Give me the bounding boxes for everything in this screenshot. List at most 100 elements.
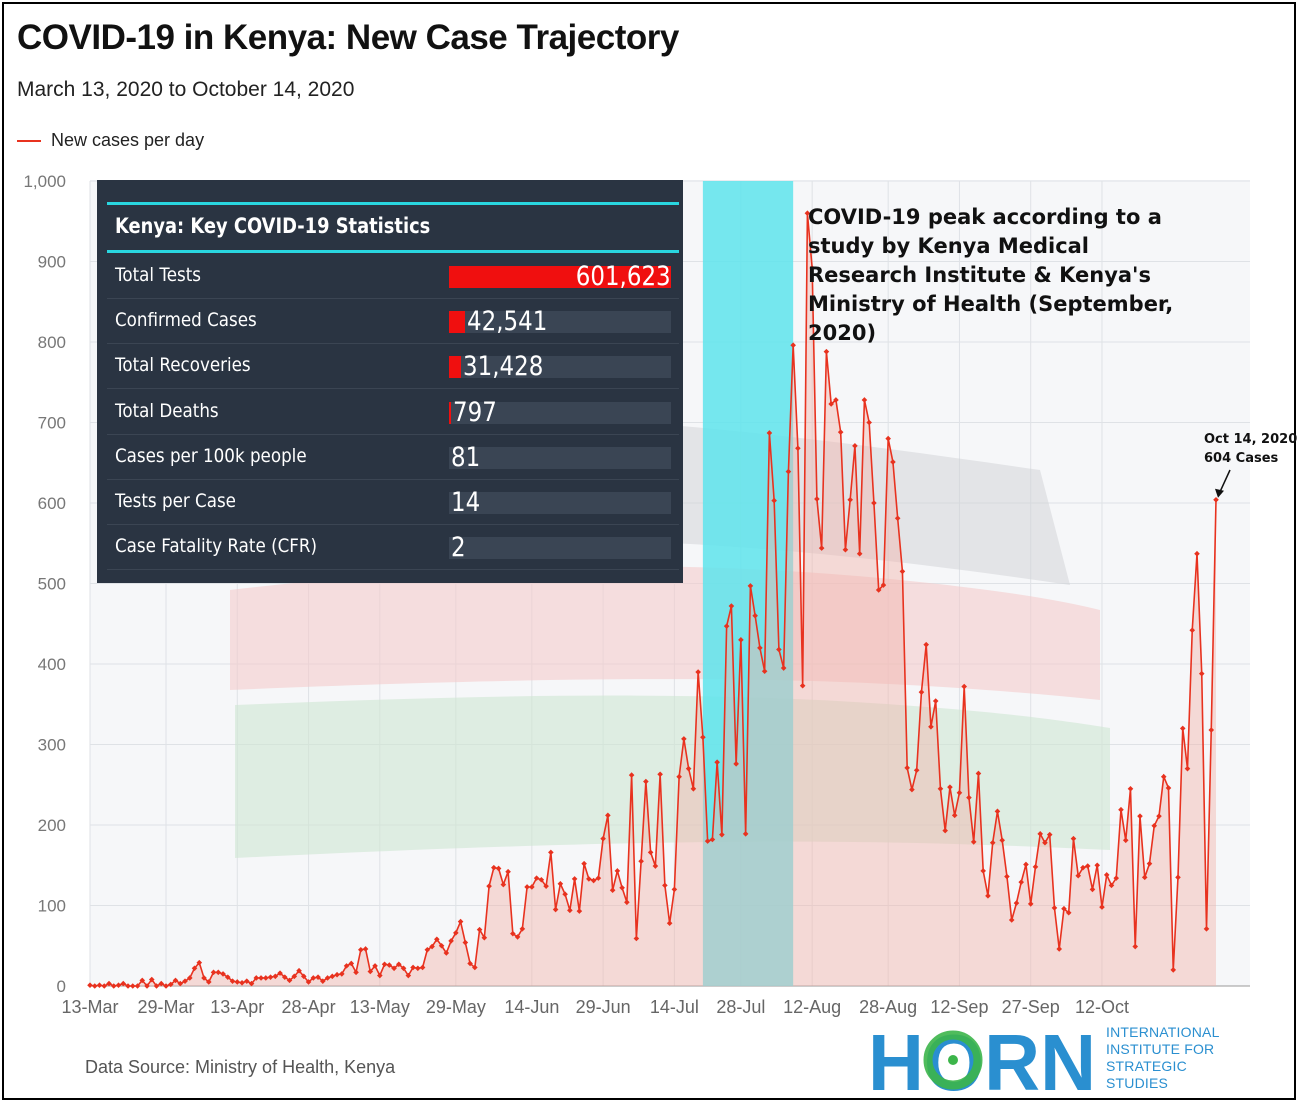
case-point[interactable] — [837, 429, 844, 435]
case-point[interactable] — [989, 839, 996, 846]
case-point[interactable] — [167, 981, 174, 988]
case-point[interactable] — [291, 973, 298, 980]
case-point[interactable] — [1141, 874, 1148, 881]
case-point[interactable] — [234, 979, 241, 985]
case-point[interactable] — [505, 868, 511, 875]
case-point[interactable] — [343, 963, 350, 969]
case-point[interactable] — [833, 397, 839, 403]
case-point[interactable] — [96, 982, 103, 988]
case-point[interactable] — [144, 983, 150, 989]
case-point[interactable] — [272, 973, 279, 980]
case-point[interactable] — [172, 977, 179, 984]
case-point[interactable] — [999, 837, 1006, 844]
case-point[interactable] — [890, 459, 896, 465]
case-point[interactable] — [709, 836, 716, 843]
case-point[interactable] — [400, 965, 407, 972]
case-point[interactable] — [1032, 864, 1039, 870]
case-point[interactable] — [533, 875, 540, 881]
case-point[interactable] — [1156, 813, 1162, 819]
case-point[interactable] — [738, 637, 744, 643]
case-point[interactable] — [947, 784, 953, 790]
case-point[interactable] — [685, 765, 692, 772]
case-point[interactable] — [842, 546, 849, 553]
case-point[interactable] — [866, 419, 872, 426]
case-point[interactable] — [286, 977, 293, 984]
case-point[interactable] — [424, 946, 431, 953]
case-point[interactable] — [258, 975, 264, 981]
case-point[interactable] — [799, 682, 806, 689]
case-point[interactable] — [277, 970, 283, 976]
case-point[interactable] — [671, 886, 678, 893]
case-point[interactable] — [643, 778, 649, 785]
case-point[interactable] — [1070, 835, 1077, 842]
case-point[interactable] — [386, 962, 393, 968]
case-point[interactable] — [177, 980, 184, 987]
case-point[interactable] — [1075, 872, 1082, 879]
case-point[interactable] — [961, 683, 967, 690]
case-point[interactable] — [790, 342, 796, 349]
case-point[interactable] — [752, 612, 758, 619]
case-point[interactable] — [229, 978, 236, 984]
case-point[interactable] — [956, 790, 963, 796]
case-point[interactable] — [106, 980, 112, 987]
case-point[interactable] — [125, 983, 131, 989]
case-point[interactable] — [928, 723, 934, 730]
case-point[interactable] — [1122, 837, 1129, 844]
case-point[interactable] — [129, 983, 136, 989]
case-point[interactable] — [904, 765, 910, 771]
case-point[interactable] — [994, 808, 1001, 815]
case-point[interactable] — [491, 864, 497, 871]
case-point[interactable] — [381, 961, 388, 968]
case-point[interactable] — [899, 568, 906, 575]
case-point[interactable] — [633, 935, 640, 942]
case-point[interactable] — [894, 515, 901, 522]
case-point[interactable] — [776, 646, 782, 653]
case-point[interactable] — [1175, 874, 1181, 881]
case-point[interactable] — [524, 884, 530, 890]
case-point[interactable] — [552, 906, 559, 913]
case-point[interactable] — [942, 827, 948, 834]
case-point[interactable] — [481, 934, 488, 941]
case-point[interactable] — [605, 812, 611, 819]
case-point[interactable] — [372, 963, 378, 969]
case-point[interactable] — [780, 665, 787, 671]
case-point[interactable] — [443, 950, 450, 956]
case-point[interactable] — [163, 983, 169, 989]
case-point[interactable] — [87, 982, 93, 988]
case-point[interactable] — [985, 893, 991, 899]
case-point[interactable] — [453, 930, 459, 936]
case-point[interactable] — [761, 668, 768, 675]
case-point[interactable] — [320, 978, 326, 984]
case-point[interactable] — [486, 883, 492, 889]
case-point[interactable] — [875, 587, 882, 593]
case-point[interactable] — [191, 965, 198, 972]
case-point[interactable] — [139, 977, 146, 984]
case-point[interactable] — [476, 926, 483, 933]
case-point[interactable] — [1208, 727, 1215, 733]
case-point[interactable] — [932, 698, 939, 704]
case-point[interactable] — [1127, 785, 1134, 792]
case-point[interactable] — [220, 971, 226, 977]
case-point[interactable] — [600, 835, 606, 842]
case-point[interactable] — [714, 759, 720, 766]
case-point[interactable] — [1013, 900, 1020, 906]
case-point[interactable] — [951, 812, 958, 819]
case-point[interactable] — [148, 976, 155, 983]
case-point[interactable] — [937, 785, 944, 792]
case-point[interactable] — [205, 979, 212, 985]
case-point[interactable] — [909, 786, 915, 793]
case-point[interactable] — [1165, 785, 1172, 791]
case-point[interactable] — [652, 863, 659, 869]
case-point[interactable] — [224, 974, 231, 980]
case-point[interactable] — [1213, 496, 1219, 503]
case-point[interactable] — [529, 884, 535, 890]
case-point[interactable] — [358, 946, 364, 953]
case-point[interactable] — [1084, 863, 1091, 869]
case-point[interactable] — [666, 920, 673, 927]
case-point[interactable] — [747, 583, 754, 589]
case-point[interactable] — [457, 918, 464, 925]
case-point[interactable] — [871, 500, 877, 506]
case-point[interactable] — [324, 975, 331, 981]
case-point[interactable] — [719, 831, 725, 838]
case-point[interactable] — [201, 975, 207, 981]
